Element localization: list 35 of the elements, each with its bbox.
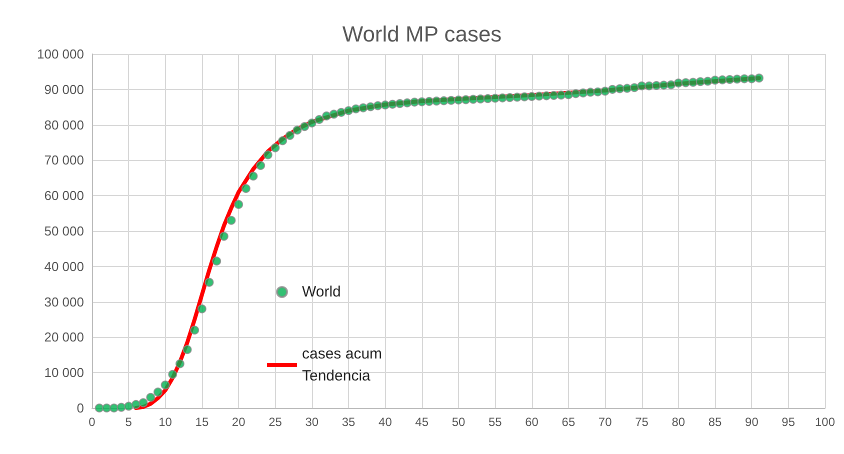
x-tick-label: 30 <box>305 415 319 429</box>
y-tick-label: 90 000 <box>44 82 84 97</box>
y-tick-label: 50 000 <box>44 224 84 238</box>
x-tick-label: 40 <box>378 415 392 429</box>
x-tick-label: 80 <box>672 415 686 429</box>
y-tick-label: 100 000 <box>37 46 84 62</box>
x-tick-label: 20 <box>232 415 246 429</box>
x-tick-label: 10 <box>158 415 172 429</box>
x-tick-label: 55 <box>488 415 502 429</box>
x-tick-label: 5 <box>125 415 132 429</box>
x-tick-label: 60 <box>525 415 539 429</box>
x-tick-label: 95 <box>782 415 796 429</box>
x-tick-label: 90 <box>745 415 759 429</box>
y-tick-label: 0 <box>76 400 84 416</box>
x-tick-label: 25 <box>268 415 282 429</box>
x-tick-label: 15 <box>195 415 209 429</box>
x-tick-label: 75 <box>635 415 649 429</box>
y-tick-label: 60 000 <box>44 188 84 204</box>
x-tick-label: 65 <box>562 415 576 429</box>
y-tick-label: 80 000 <box>44 117 84 132</box>
chart-title: World MP cases <box>342 22 502 46</box>
x-tick-label: 0 <box>88 415 96 429</box>
y-tick-label: 30 000 <box>44 294 84 310</box>
x-tick-label: 50 <box>452 415 466 429</box>
legend-label: World <box>302 284 341 300</box>
x-tick-label: 100 <box>814 415 836 429</box>
x-tick-label: 45 <box>415 415 429 429</box>
x-tick-label: 35 <box>342 415 356 429</box>
y-tick-label: 40 000 <box>44 258 84 274</box>
y-tick-label: 20 000 <box>44 330 84 345</box>
legend-label: cases acum Tendencia <box>302 346 386 384</box>
y-tick-label: 10 000 <box>44 365 84 380</box>
x-tick-label: 85 <box>708 415 722 429</box>
y-tick-label: 70 000 <box>44 152 84 168</box>
x-tick-label: 70 <box>598 415 612 429</box>
